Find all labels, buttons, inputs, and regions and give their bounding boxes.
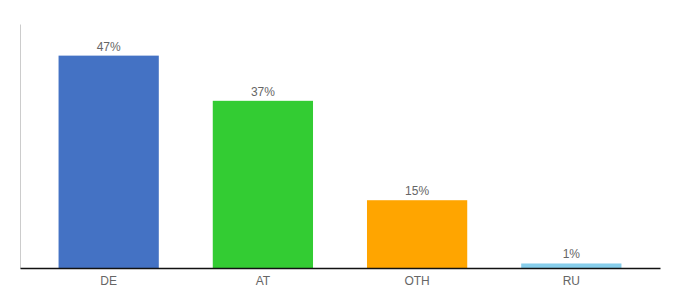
x-tick: OTH — [404, 274, 429, 288]
data-label: 1% — [563, 247, 581, 261]
plot: DE AT OTH RU 47% 37% 15% 1% — [21, 25, 661, 288]
x-tick: DE — [100, 274, 117, 288]
data-label: 47% — [97, 40, 121, 54]
data-label: 37% — [251, 85, 275, 99]
x-tick-label: AT — [256, 274, 271, 288]
x-tick: RU — [563, 274, 580, 288]
data-labels: 47% 37% 15% 1% — [97, 40, 581, 262]
y-axis-line — [20, 25, 21, 269]
x-tick-label: DE — [100, 274, 117, 288]
bars — [59, 56, 622, 268]
chart: DE AT OTH RU 47% 37% 15% 1% — [0, 0, 680, 300]
y-axis — [20, 25, 21, 269]
x-axis: DE AT OTH RU — [21, 269, 661, 288]
data-label: 15% — [405, 184, 429, 198]
x-tick-label: OTH — [404, 274, 429, 288]
bar — [367, 200, 467, 268]
bar — [213, 101, 313, 268]
x-tick: AT — [256, 274, 271, 288]
x-tick-label: RU — [563, 274, 580, 288]
bar — [59, 56, 159, 268]
bar — [521, 263, 621, 268]
x-axis-line — [21, 268, 661, 270]
